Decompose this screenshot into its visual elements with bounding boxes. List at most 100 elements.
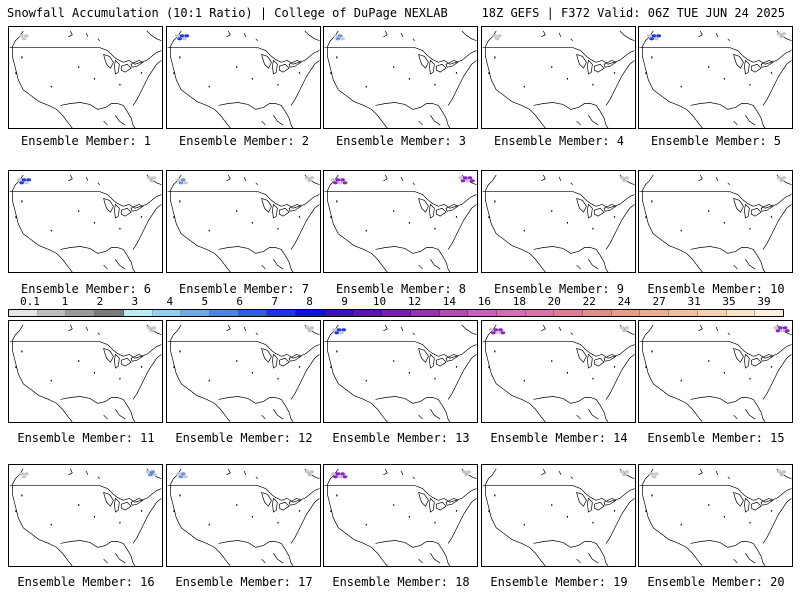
scale-segment bbox=[181, 310, 210, 316]
snow-patch bbox=[622, 329, 627, 333]
scale-tick-label: 18 bbox=[512, 295, 526, 308]
scale-segment bbox=[697, 310, 727, 316]
snow-patch bbox=[776, 470, 782, 474]
snow-patch bbox=[654, 472, 659, 476]
snow-patch bbox=[180, 178, 186, 182]
snow-patch bbox=[19, 34, 25, 38]
snow-patch bbox=[145, 470, 151, 474]
scale-tick-label: 9 bbox=[341, 295, 348, 308]
scale-tick-label: 39 bbox=[757, 295, 771, 308]
snow-patch bbox=[337, 181, 343, 185]
snow-patch bbox=[467, 176, 473, 180]
map-panel bbox=[323, 464, 478, 567]
snow-patch bbox=[337, 34, 343, 38]
snow-patch bbox=[307, 179, 312, 183]
snow-patch bbox=[309, 470, 315, 474]
map-panel bbox=[481, 26, 636, 129]
member-label: Ensemble Member: 7 bbox=[178, 282, 310, 296]
snow-patch bbox=[462, 176, 468, 180]
snow-patch bbox=[178, 181, 184, 185]
scale-segment bbox=[554, 310, 584, 316]
snow-patch bbox=[495, 331, 501, 335]
snow-patch bbox=[649, 472, 655, 476]
snow-patch bbox=[182, 37, 187, 41]
snow-patch bbox=[333, 34, 338, 38]
scale-tick-label: 4 bbox=[166, 295, 174, 308]
member-label: Ensemble Member: 10 bbox=[647, 282, 785, 296]
snow-patch bbox=[340, 472, 345, 476]
snow-patch bbox=[335, 472, 341, 476]
snow-patch bbox=[779, 35, 784, 39]
scale-segment bbox=[9, 310, 38, 316]
scale-segment bbox=[152, 310, 182, 316]
scale-tick-label: 6 bbox=[236, 295, 244, 308]
member-label: Ensemble Member: 16 bbox=[17, 575, 155, 589]
snow-patch bbox=[19, 181, 25, 185]
scale-segment bbox=[468, 310, 497, 316]
snow-patch bbox=[461, 470, 467, 474]
snow-patch bbox=[151, 176, 157, 180]
scale-segment bbox=[267, 310, 297, 316]
snow-patch bbox=[649, 37, 655, 41]
member-label: Ensemble Member: 13 bbox=[332, 431, 470, 445]
snow-patch bbox=[146, 176, 152, 180]
snow-patch bbox=[624, 326, 630, 330]
scale-tick-label: 24 bbox=[617, 295, 631, 308]
scale-tick-label: 0.1 bbox=[20, 295, 40, 308]
snow-patch bbox=[492, 34, 498, 38]
scale-segment bbox=[525, 310, 555, 316]
snow-patch bbox=[651, 475, 657, 479]
snow-patch bbox=[19, 472, 25, 476]
snow-patch bbox=[619, 326, 625, 330]
scale-tick-label: 10 bbox=[372, 295, 387, 308]
scale-tick-label: 14 bbox=[442, 295, 457, 308]
map-panel bbox=[638, 464, 793, 567]
snow-patch bbox=[619, 176, 625, 180]
snow-patch bbox=[24, 181, 29, 185]
snow-patch bbox=[183, 181, 188, 185]
snow-patch bbox=[179, 34, 185, 38]
member-label: Ensemble Member: 4 bbox=[493, 134, 625, 148]
scale-segment bbox=[382, 310, 411, 316]
snow-patch bbox=[782, 326, 788, 330]
map-panel bbox=[638, 26, 793, 129]
snow-patch bbox=[776, 32, 782, 36]
scale-tick-label: 7 bbox=[271, 295, 278, 308]
color-scale-bar bbox=[8, 309, 784, 317]
member-label: Ensemble Member: 20 bbox=[647, 575, 785, 589]
snow-patch bbox=[781, 32, 787, 36]
snow-patch bbox=[309, 176, 315, 180]
snow-patch bbox=[178, 475, 184, 479]
snow-patch bbox=[775, 329, 781, 333]
snow-patch bbox=[498, 328, 503, 332]
member-label: Ensemble Member: 9 bbox=[493, 282, 625, 296]
snow-patch bbox=[180, 472, 186, 476]
snow-patch bbox=[177, 37, 183, 41]
scale-tick-label: 22 bbox=[582, 295, 596, 308]
scale-segment bbox=[66, 310, 96, 316]
map-panel bbox=[323, 320, 478, 423]
snow-patch bbox=[646, 34, 652, 38]
snow-patch bbox=[307, 473, 312, 477]
snow-patch bbox=[304, 326, 310, 330]
snow-patch bbox=[779, 473, 784, 477]
scale-tick-label: 12 bbox=[407, 295, 422, 308]
snow-patch bbox=[304, 176, 310, 180]
member-label: Ensemble Member: 1 bbox=[20, 134, 152, 148]
scale-segment bbox=[410, 310, 440, 316]
scale-tick-label: 2 bbox=[96, 295, 104, 308]
member-label: Ensemble Member: 15 bbox=[647, 431, 785, 445]
scale-tick-label: 3 bbox=[131, 295, 139, 308]
snow-patch bbox=[183, 475, 188, 479]
scale-tick-label: 31 bbox=[687, 295, 701, 308]
scale-segment bbox=[611, 310, 641, 316]
run-info: 18Z GEFS | F372 Valid: 06Z TUE JUN 24 20… bbox=[481, 6, 785, 20]
snow-patch bbox=[150, 470, 156, 474]
member-label: Ensemble Member: 5 bbox=[650, 134, 782, 148]
snow-patch bbox=[24, 34, 29, 38]
snow-patch bbox=[147, 473, 153, 477]
snow-patch bbox=[493, 328, 499, 332]
snow-patch bbox=[776, 176, 782, 180]
member-label: Ensemble Member: 17 bbox=[175, 575, 313, 589]
scale-segment bbox=[37, 310, 67, 316]
